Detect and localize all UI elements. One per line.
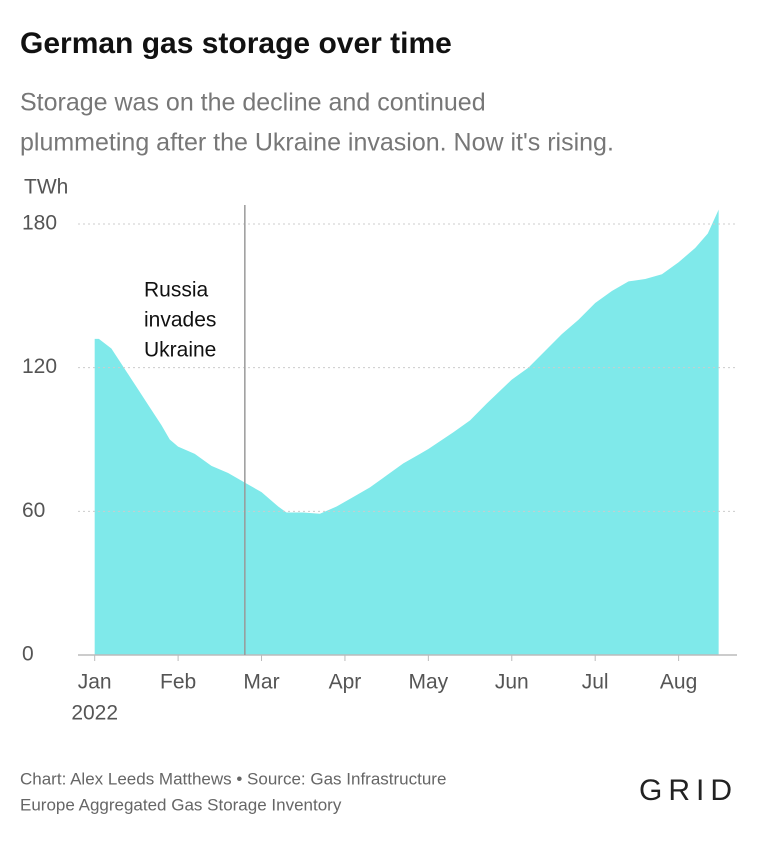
area	[94, 209, 719, 655]
y-tick-label: 120	[22, 355, 57, 378]
x-tick-label: May	[409, 671, 449, 694]
x-tick-label: Mar	[243, 671, 279, 694]
subtitle: Storage was on the decline and continued	[20, 89, 486, 117]
annotation: invades	[144, 309, 216, 332]
source: Europe Aggregated Gas Storage Inventory	[20, 795, 342, 814]
y-tick-label: 180	[22, 211, 57, 234]
y-tick-label: 0	[22, 643, 34, 666]
annotation: Russia	[144, 279, 209, 302]
chart-title: German gas storage over time	[20, 27, 452, 60]
y-tick-label: 60	[22, 499, 45, 522]
x-tick-label: Jul	[582, 671, 609, 694]
source: Chart: Alex Leeds Matthews • Source: Gas…	[20, 769, 446, 788]
y-axis-label: TWh	[24, 176, 68, 199]
x-tick-label: Apr	[329, 671, 362, 694]
x-axis-label: 2022	[71, 702, 118, 725]
annotation: Ukraine	[144, 339, 216, 362]
x-tick-label: Aug	[660, 671, 697, 694]
x-tick-label: Feb	[160, 671, 196, 694]
x-tick-label: Jan	[78, 671, 112, 694]
x-tick-label: Jun	[495, 671, 529, 694]
subtitle: plummeting after the Ukraine invasion. N…	[20, 129, 614, 157]
logo: GRID	[639, 774, 738, 807]
